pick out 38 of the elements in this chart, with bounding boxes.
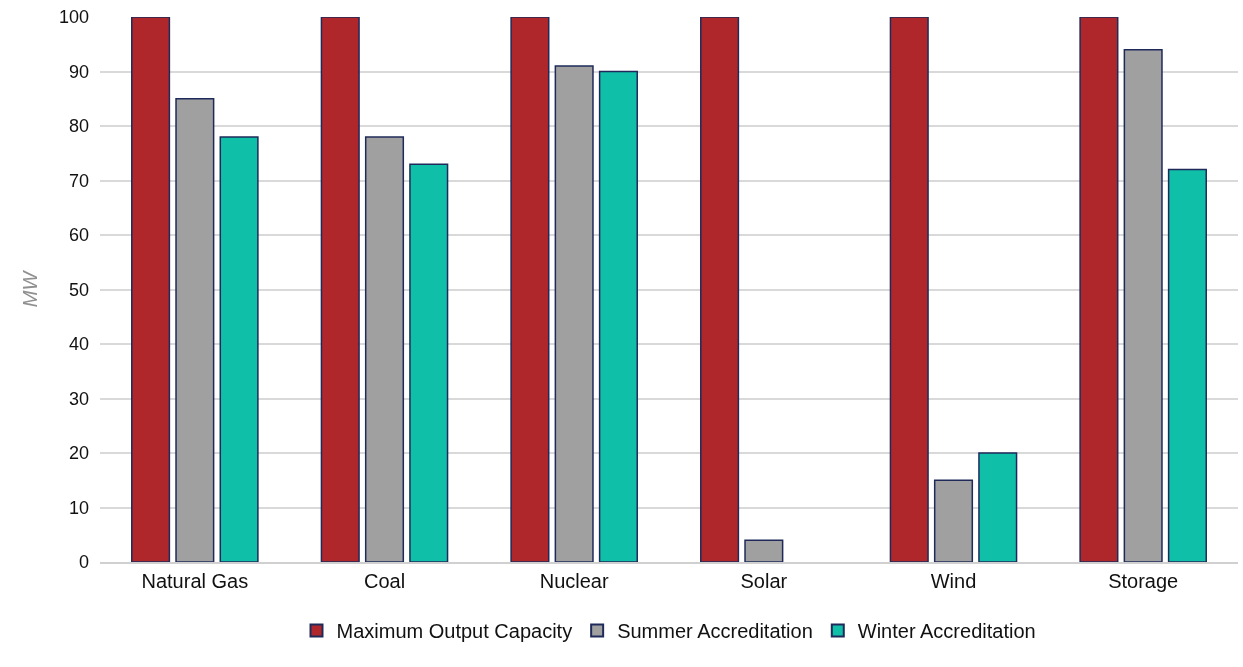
bar xyxy=(510,17,550,562)
bar xyxy=(1079,17,1119,562)
bar xyxy=(1167,168,1207,562)
y-tick-label: 90 xyxy=(68,61,89,82)
y-tick-label: 0 xyxy=(78,552,89,573)
y-tick-label: 60 xyxy=(68,225,89,246)
bar xyxy=(744,539,784,562)
x-tick-label: Storage xyxy=(1108,569,1179,592)
x-tick-label: Solar xyxy=(740,569,788,592)
x-tick-label: Coal xyxy=(363,569,406,592)
bar xyxy=(1123,48,1163,562)
bar xyxy=(320,17,360,562)
bar xyxy=(933,479,974,562)
legend-label: Summer Accreditation xyxy=(617,620,813,643)
bar xyxy=(598,70,638,562)
bar xyxy=(554,65,594,562)
y-axis-title: MW xyxy=(19,269,42,308)
y-tick-label: 70 xyxy=(68,170,89,191)
legend-label: Winter Accreditation xyxy=(857,620,1036,643)
y-tick-label: 40 xyxy=(68,334,89,355)
bar xyxy=(364,136,405,562)
x-tick-label: Nuclear xyxy=(539,569,609,592)
y-tick-label: 20 xyxy=(68,443,89,464)
x-tick-label: Natural Gas xyxy=(141,569,249,592)
y-tick-label: 50 xyxy=(68,279,89,300)
y-tick-label: 100 xyxy=(58,7,89,28)
bar xyxy=(978,452,1018,562)
bar xyxy=(889,17,929,562)
bar xyxy=(219,136,259,562)
bar xyxy=(700,17,740,562)
bar xyxy=(131,17,171,562)
x-tick-label: Wind xyxy=(930,569,977,592)
legend-label: Maximum Output Capacity xyxy=(336,620,573,643)
bar xyxy=(175,98,215,562)
y-tick-label: 80 xyxy=(68,116,89,137)
y-tick-label: 30 xyxy=(68,388,89,409)
y-tick-label: 10 xyxy=(68,497,89,518)
bar xyxy=(409,163,449,562)
